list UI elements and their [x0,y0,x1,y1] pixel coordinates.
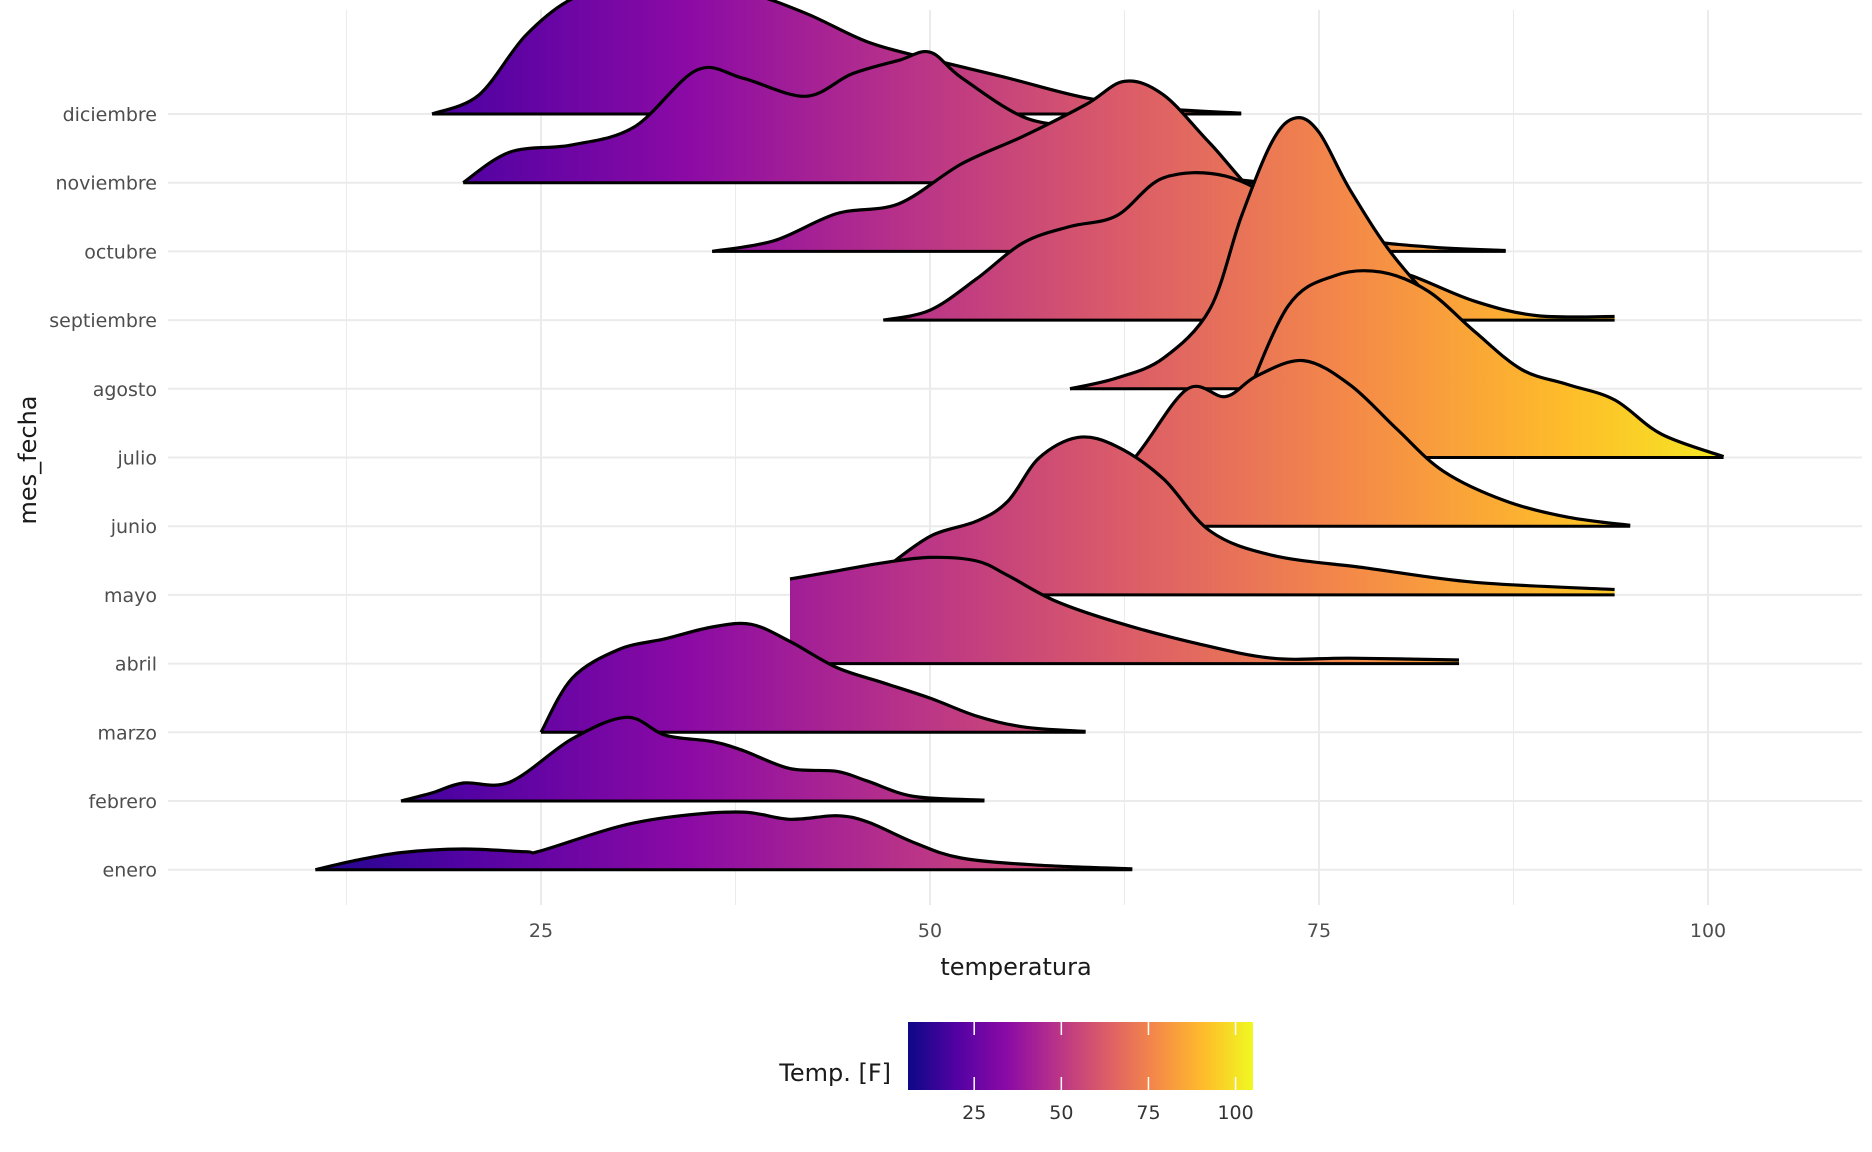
x-axis: 25 50 75 100 [529,920,1726,942]
ridge-fill-junio [1085,360,1631,527]
x-tick-label: 100 [1690,920,1726,942]
ridge-outline-diciembre [431,0,1242,116]
legend-tick-label: 25 [962,1102,986,1124]
ridge-fill-febrero [401,717,985,801]
ridge-fill-enero [315,811,1133,870]
ridge-outline-febrero [400,715,985,803]
legend-colorbar [908,1022,1253,1090]
y-axis: enero febrero marzo abril mayo junio julio agos… [49,104,157,882]
x-axis-title: temperatura [940,953,1091,981]
ridge-fill-abril [790,557,1459,664]
y-tick-label-noviembre: noviembre [55,173,157,195]
ridge-outline-julio [1239,269,1725,459]
legend-ticks: 25 50 75 100 [962,1022,1254,1124]
ridge-outline-mayo [882,435,1615,592]
y-tick-label-julio: julio [116,448,157,470]
y-tick-label-marzo: marzo [97,722,157,744]
y-tick-label-enero: enero [103,860,157,882]
x-tick-label: 75 [1307,920,1331,942]
ridge-fill-octubre [712,80,1506,252]
y-tick-label-abril: abril [115,654,157,676]
legend-tick-label: 50 [1049,1102,1073,1124]
legend-tick-label: 75 [1136,1102,1160,1124]
ridge-febrero [400,715,985,803]
ridge-outline-junio [1084,358,1631,527]
y-tick-label-septiembre: septiembre [49,310,157,332]
ridge-fill-diciembre [432,0,1242,114]
ridge-outline-abril [789,555,1460,662]
ridge-outline-marzo [539,621,1086,734]
color-legend: Temp. [F] 25 50 75 100 [778,1022,1254,1124]
y-tick-label-octubre: octubre [84,241,157,263]
y-tick-label-junio: junio [110,516,157,538]
ridge-fill-marzo [541,623,1086,733]
ridge-outline-septiembre [882,171,1615,322]
ridge-fill-mayo [883,436,1615,595]
density-ridges [315,0,1725,872]
ridge-enero [315,810,1133,872]
y-tick-label-mayo: mayo [104,585,157,607]
y-tick-label-febrero: febrero [88,791,157,813]
x-tick-label: 25 [529,920,553,942]
y-tick-label-agosto: agosto [93,379,157,401]
ridge-outline-enero [315,810,1133,872]
y-axis-title: mes_fecha [14,396,42,525]
x-tick-label: 50 [918,920,942,942]
legend-tick-label: 100 [1217,1102,1253,1124]
y-tick-label-diciembre: diciembre [63,104,157,126]
legend-title: Temp. [F] [778,1059,891,1087]
ridge-abril [789,555,1460,666]
